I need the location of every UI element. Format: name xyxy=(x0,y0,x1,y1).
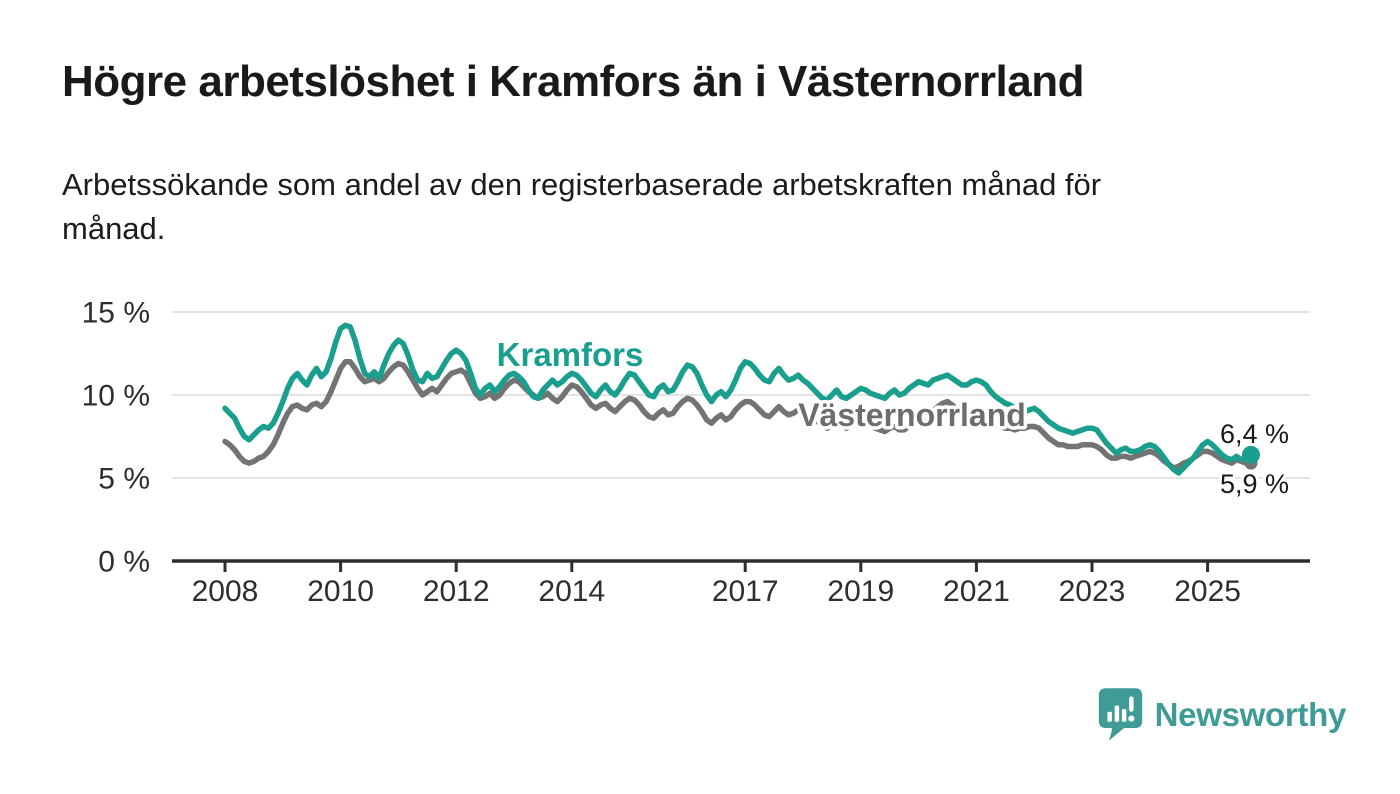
kramfors-end-value: 6,4 % xyxy=(1220,419,1289,449)
svg-text:2019: 2019 xyxy=(827,575,894,608)
kramfors-end-dot xyxy=(1242,445,1260,464)
kramfors-line xyxy=(222,322,1254,476)
svg-text:2010: 2010 xyxy=(307,575,374,608)
svg-text:15 %: 15 % xyxy=(82,297,150,330)
svg-text:0 %: 0 % xyxy=(98,546,150,579)
svg-text:10 %: 10 % xyxy=(82,380,150,413)
svg-text:2014: 2014 xyxy=(538,575,605,608)
page-title: Högre arbetslöshet i Kramfors än i Väste… xyxy=(62,57,1085,106)
svg-text:2023: 2023 xyxy=(1059,575,1126,608)
y-axis-labels: 0 % 5 % 10 % 15 % xyxy=(82,297,150,579)
kramfors-series-label: Kramfors xyxy=(497,336,644,373)
vsternorrland-line xyxy=(222,359,1254,471)
y-gridlines xyxy=(172,311,1310,479)
svg-text:5 %: 5 % xyxy=(98,463,150,496)
chart-subtitle: Arbetssökande som andel av den registerb… xyxy=(62,167,1102,247)
bar-chart-speech-bubble-icon xyxy=(1098,688,1142,741)
vsternorrland-series-label: Västernorrland xyxy=(798,397,1026,433)
vsternorrland-end-value: 5,9 % xyxy=(1220,469,1289,499)
svg-text:2017: 2017 xyxy=(712,575,779,608)
svg-text:2021: 2021 xyxy=(943,575,1010,608)
x-axis: 2008 2010 2012 2014 2017 2019 2021 2023 2025 xyxy=(172,559,1310,608)
svg-text:2008: 2008 xyxy=(192,575,259,608)
newsworthy-logo: Newsworthy xyxy=(1097,686,1346,743)
svg-text:2025: 2025 xyxy=(1174,575,1241,608)
svg-text:2012: 2012 xyxy=(423,575,490,608)
brand-name: Newsworthy xyxy=(1154,695,1347,733)
